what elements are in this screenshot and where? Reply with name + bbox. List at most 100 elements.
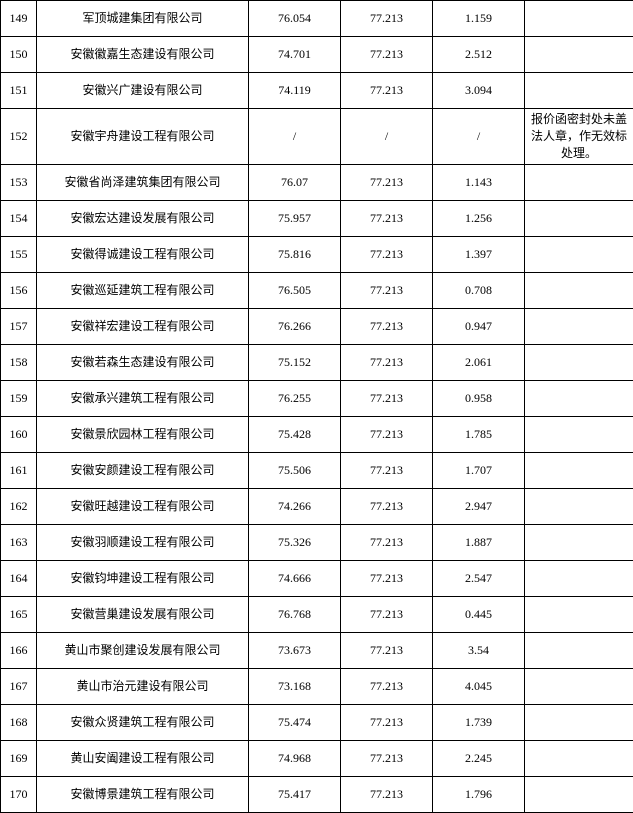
cell-note bbox=[525, 417, 633, 453]
cell-name: 黄山市聚创建设发展有限公司 bbox=[37, 633, 249, 669]
cell-value-3: 1.739 bbox=[433, 705, 525, 741]
cell-id: 161 bbox=[1, 453, 37, 489]
cell-name: 黄山安阖建设工程有限公司 bbox=[37, 741, 249, 777]
cell-note bbox=[525, 237, 633, 273]
cell-note bbox=[525, 525, 633, 561]
cell-value-1: 75.428 bbox=[249, 417, 341, 453]
table-row: 170安徽博景建筑工程有限公司75.41777.2131.796 bbox=[1, 777, 633, 813]
cell-name: 安徽博景建筑工程有限公司 bbox=[37, 777, 249, 813]
cell-id: 150 bbox=[1, 37, 37, 73]
table-row: 166黄山市聚创建设发展有限公司73.67377.2133.54 bbox=[1, 633, 633, 669]
cell-name: 黄山市治元建设有限公司 bbox=[37, 669, 249, 705]
cell-note bbox=[525, 201, 633, 237]
cell-value-3: 0.958 bbox=[433, 381, 525, 417]
cell-value-1: 76.255 bbox=[249, 381, 341, 417]
cell-value-2: 77.213 bbox=[341, 273, 433, 309]
table-row: 159安徽承兴建筑工程有限公司76.25577.2130.958 bbox=[1, 381, 633, 417]
cell-name: 安徽营巢建设发展有限公司 bbox=[37, 597, 249, 633]
cell-value-3: 0.947 bbox=[433, 309, 525, 345]
cell-value-2: 77.213 bbox=[341, 597, 433, 633]
cell-value-3: 3.094 bbox=[433, 73, 525, 109]
cell-id: 167 bbox=[1, 669, 37, 705]
cell-value-1: 74.119 bbox=[249, 73, 341, 109]
table-row: 157安徽祥宏建设工程有限公司76.26677.2130.947 bbox=[1, 309, 633, 345]
table-row: 152安徽宇舟建设工程有限公司///报价函密封处未盖法人章，作无效标处理。 bbox=[1, 109, 633, 165]
cell-value-3: 2.245 bbox=[433, 741, 525, 777]
cell-value-3: 1.256 bbox=[433, 201, 525, 237]
cell-value-3: 1.143 bbox=[433, 165, 525, 201]
cell-note bbox=[525, 561, 633, 597]
cell-name: 安徽羽顺建设工程有限公司 bbox=[37, 525, 249, 561]
table-row: 150安徽徽嘉生态建设有限公司74.70177.2132.512 bbox=[1, 37, 633, 73]
cell-value-2: 77.213 bbox=[341, 201, 433, 237]
cell-value-1: 73.673 bbox=[249, 633, 341, 669]
cell-value-1: 76.266 bbox=[249, 309, 341, 345]
cell-note bbox=[525, 705, 633, 741]
cell-value-1: 76.768 bbox=[249, 597, 341, 633]
cell-id: 158 bbox=[1, 345, 37, 381]
table-row: 149军顶城建集团有限公司76.05477.2131.159 bbox=[1, 1, 633, 37]
cell-id: 157 bbox=[1, 309, 37, 345]
cell-note bbox=[525, 669, 633, 705]
cell-note bbox=[525, 741, 633, 777]
cell-value-1: 76.07 bbox=[249, 165, 341, 201]
cell-value-1: / bbox=[249, 109, 341, 165]
cell-value-3: 2.947 bbox=[433, 489, 525, 525]
cell-note bbox=[525, 777, 633, 813]
table-row: 158安徽若森生态建设有限公司75.15277.2132.061 bbox=[1, 345, 633, 381]
cell-id: 156 bbox=[1, 273, 37, 309]
table-row: 162安徽旺越建设工程有限公司74.26677.2132.947 bbox=[1, 489, 633, 525]
cell-name: 安徽众贤建筑工程有限公司 bbox=[37, 705, 249, 741]
cell-value-2: 77.213 bbox=[341, 73, 433, 109]
cell-value-2: 77.213 bbox=[341, 561, 433, 597]
cell-value-2: 77.213 bbox=[341, 381, 433, 417]
cell-id: 163 bbox=[1, 525, 37, 561]
cell-value-1: 76.054 bbox=[249, 1, 341, 37]
cell-name: 安徽旺越建设工程有限公司 bbox=[37, 489, 249, 525]
cell-note bbox=[525, 345, 633, 381]
cell-value-2: 77.213 bbox=[341, 633, 433, 669]
table-row: 154安徽宏达建设发展有限公司75.95777.2131.256 bbox=[1, 201, 633, 237]
cell-id: 165 bbox=[1, 597, 37, 633]
table-row: 167黄山市治元建设有限公司73.16877.2134.045 bbox=[1, 669, 633, 705]
cell-value-3: 3.54 bbox=[433, 633, 525, 669]
cell-value-2: 77.213 bbox=[341, 669, 433, 705]
cell-name: 安徽钧坤建设工程有限公司 bbox=[37, 561, 249, 597]
cell-value-2: 77.213 bbox=[341, 453, 433, 489]
cell-note bbox=[525, 633, 633, 669]
table-row: 165安徽营巢建设发展有限公司76.76877.2130.445 bbox=[1, 597, 633, 633]
cell-value-2: 77.213 bbox=[341, 489, 433, 525]
table-row: 164安徽钧坤建设工程有限公司74.66677.2132.547 bbox=[1, 561, 633, 597]
table-row: 168安徽众贤建筑工程有限公司75.47477.2131.739 bbox=[1, 705, 633, 741]
table-row: 153安徽省尚泽建筑集团有限公司76.0777.2131.143 bbox=[1, 165, 633, 201]
cell-name: 安徽巡延建筑工程有限公司 bbox=[37, 273, 249, 309]
cell-name: 安徽省尚泽建筑集团有限公司 bbox=[37, 165, 249, 201]
cell-value-2: 77.213 bbox=[341, 237, 433, 273]
cell-value-1: 75.152 bbox=[249, 345, 341, 381]
cell-value-2: 77.213 bbox=[341, 345, 433, 381]
cell-note bbox=[525, 1, 633, 37]
cell-value-1: 75.816 bbox=[249, 237, 341, 273]
data-table: 149军顶城建集团有限公司76.05477.2131.159150安徽徽嘉生态建… bbox=[0, 0, 633, 813]
cell-note bbox=[525, 453, 633, 489]
cell-note bbox=[525, 273, 633, 309]
cell-value-1: 74.968 bbox=[249, 741, 341, 777]
cell-value-1: 75.474 bbox=[249, 705, 341, 741]
cell-value-2: 77.213 bbox=[341, 165, 433, 201]
cell-id: 169 bbox=[1, 741, 37, 777]
cell-name: 安徽宏达建设发展有限公司 bbox=[37, 201, 249, 237]
cell-value-3: 0.445 bbox=[433, 597, 525, 633]
cell-value-3: 1.159 bbox=[433, 1, 525, 37]
cell-id: 166 bbox=[1, 633, 37, 669]
cell-id: 149 bbox=[1, 1, 37, 37]
cell-value-3: 1.707 bbox=[433, 453, 525, 489]
cell-value-3: 1.397 bbox=[433, 237, 525, 273]
cell-value-3: 2.061 bbox=[433, 345, 525, 381]
cell-value-2: 77.213 bbox=[341, 777, 433, 813]
cell-value-2: 77.213 bbox=[341, 741, 433, 777]
cell-note bbox=[525, 489, 633, 525]
cell-value-3: 0.708 bbox=[433, 273, 525, 309]
table-row: 163安徽羽顺建设工程有限公司75.32677.2131.887 bbox=[1, 525, 633, 561]
cell-note bbox=[525, 165, 633, 201]
cell-value-1: 75.957 bbox=[249, 201, 341, 237]
